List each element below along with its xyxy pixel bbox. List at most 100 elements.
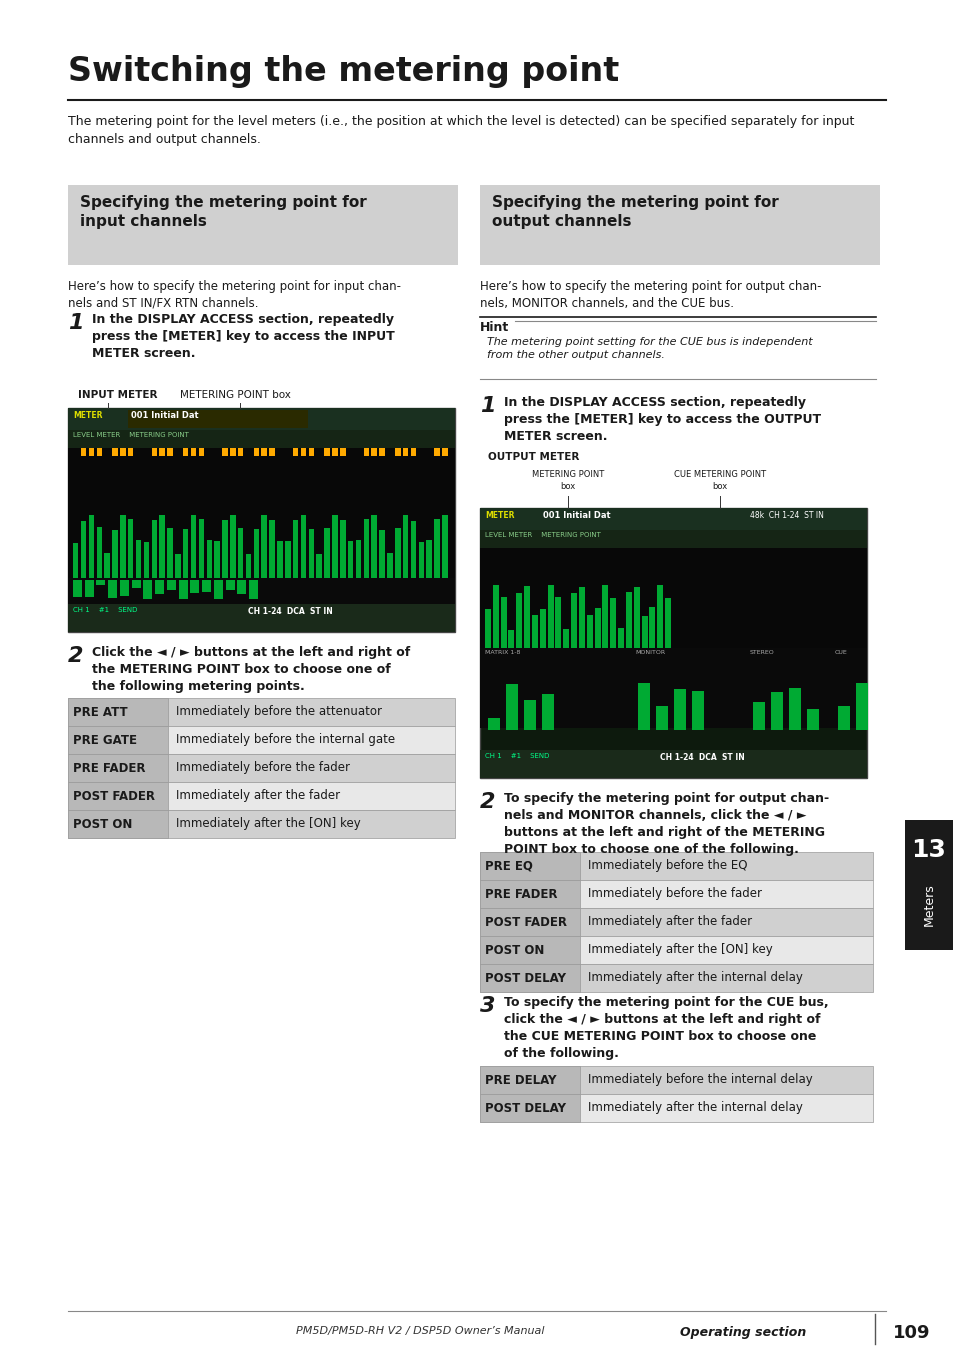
Bar [96,527,102,578]
Bar [641,616,647,648]
Bar [191,449,196,457]
Bar [167,580,175,590]
Bar [68,754,168,782]
Bar [73,580,82,597]
Bar [691,690,703,730]
Text: Click the ◄ / ► buttons at the left and right of
the METERING POINT box to choos: Click the ◄ / ► buttons at the left and … [91,646,410,693]
Text: LEVEL METER    METERING POINT: LEVEL METER METERING POINT [484,532,600,538]
Text: 1: 1 [68,313,84,332]
Bar [371,449,376,457]
Text: LEVEL METER    METERING POINT: LEVEL METER METERING POINT [73,432,189,438]
Bar [128,409,308,428]
Bar [479,908,872,936]
Bar [198,519,204,578]
Bar [806,709,818,730]
Bar [112,530,117,578]
Text: PRE EQ: PRE EQ [484,859,533,873]
Bar [104,553,110,578]
Bar [505,684,517,730]
Bar [484,609,491,648]
Text: Immediately before the EQ: Immediately before the EQ [587,859,747,873]
Bar [379,530,384,578]
Bar [479,185,879,265]
Bar [339,520,345,578]
Bar [68,811,455,838]
Text: To specify the metering point for output chan-
nels and MONITOR channels, click : To specify the metering point for output… [503,792,828,857]
Bar [198,449,204,457]
Text: PRE ATT: PRE ATT [73,705,128,719]
Bar [610,598,616,648]
Bar [363,519,369,578]
Bar [656,707,667,730]
Bar [441,515,447,578]
Bar [68,449,455,578]
Bar [371,515,376,578]
Bar [269,520,274,578]
Bar [300,449,306,457]
Bar [479,880,872,908]
Bar [586,615,592,648]
Bar [479,549,866,648]
Text: Immediately after the internal delay: Immediately after the internal delay [587,1101,802,1115]
Bar [411,449,416,457]
Text: METERING POINT
box: METERING POINT box [532,470,603,490]
Bar [178,580,188,598]
Bar [183,449,189,457]
Bar [426,540,432,578]
Bar [418,542,424,578]
Bar [120,580,129,596]
Text: CUE: CUE [834,650,847,655]
Text: POST ON: POST ON [484,943,544,957]
Bar [523,586,530,648]
Bar [479,530,866,549]
Bar [68,725,455,754]
Bar [638,684,649,730]
Bar [434,519,439,578]
Bar [332,449,337,457]
Bar [562,630,569,648]
Bar [213,580,223,598]
Bar [112,449,117,457]
Bar [293,449,298,457]
Bar [135,540,141,578]
Bar [68,698,455,725]
Text: Immediately after the [ON] key: Immediately after the [ON] key [175,817,360,831]
Bar [128,449,133,457]
Text: Immediately before the internal gate: Immediately before the internal gate [175,734,395,747]
Bar [479,908,579,936]
Text: METER: METER [73,411,102,420]
Bar [348,540,353,578]
Bar [541,694,554,730]
Text: Specifying the metering point for
output channels: Specifying the metering point for output… [492,195,778,230]
Text: CH 1-24  DCA  ST IN: CH 1-24 DCA ST IN [659,753,744,762]
Bar [253,530,259,578]
Text: Immediately after the fader: Immediately after the fader [587,916,751,928]
Text: MATRIX 1-8: MATRIX 1-8 [484,650,519,655]
Bar [508,630,514,648]
Bar [300,515,306,578]
Text: Hint: Hint [479,322,509,334]
Bar [500,597,506,648]
Bar [355,540,361,578]
Text: Immediately before the fader: Immediately before the fader [587,888,761,901]
Text: PRE FADER: PRE FADER [73,762,146,774]
Bar [73,543,78,578]
Text: CUE METERING POINT
box: CUE METERING POINT box [673,470,765,490]
Text: PRE FADER: PRE FADER [484,888,557,901]
Bar [479,508,866,530]
Text: 2: 2 [479,792,495,812]
Bar [649,607,655,648]
Bar [395,528,400,578]
Text: The metering point for the level meters (i.e., the position at which the level i: The metering point for the level meters … [68,115,854,146]
Bar [68,408,455,632]
Bar [625,592,631,648]
Text: 1: 1 [479,396,495,416]
Bar [309,530,314,578]
Text: Switching the metering point: Switching the metering point [68,55,618,88]
Text: To specify the metering point for the CUE bus,
click the ◄ / ► buttons at the le: To specify the metering point for the CU… [503,996,828,1061]
Bar [578,586,584,648]
Bar [516,593,521,648]
Bar [657,585,662,648]
Text: CH 1-24  DCA  ST IN: CH 1-24 DCA ST IN [248,607,333,616]
Bar [249,580,258,598]
